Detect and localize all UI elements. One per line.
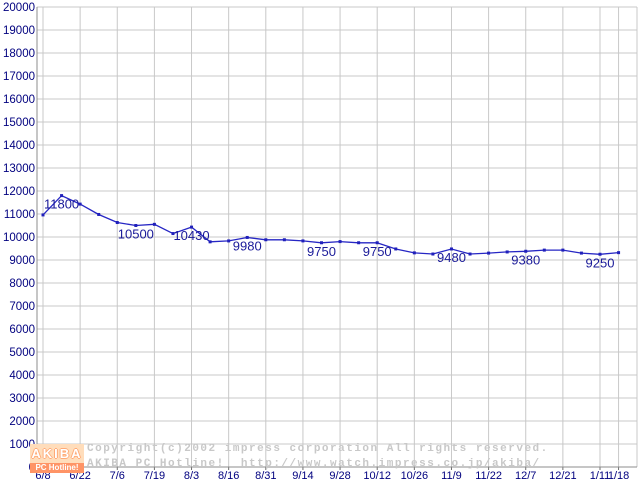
x-axis-tick-label: 6/22 [69, 470, 90, 480]
x-axis-tick-label: 9/28 [329, 470, 350, 480]
y-axis-tick-label: 18000 [3, 48, 35, 60]
data-point-marker [301, 239, 305, 243]
x-axis-tick-label: 7/6 [110, 470, 125, 480]
y-axis-tick-label: 4000 [9, 370, 35, 382]
data-point-marker [394, 247, 398, 251]
data-point-marker [171, 232, 175, 236]
y-axis-tick-label: 14000 [3, 140, 35, 152]
price-line [42, 194, 619, 255]
y-axis-tick-label: 15000 [3, 117, 35, 129]
y-axis-tick-label: 3000 [9, 393, 35, 405]
data-point-marker [60, 194, 64, 198]
data-point-marker [561, 248, 565, 252]
x-axis-tick-label: 9/14 [292, 470, 313, 480]
data-point-marker [115, 221, 119, 225]
data-point-marker [134, 224, 138, 227]
data-point-marker [282, 238, 286, 242]
akiba-pc-hotline-logo: AKIBA PC Hotline! [30, 444, 84, 473]
x-axis-tick-label: 12/21 [549, 470, 577, 480]
y-axis-tick-label: 19000 [3, 25, 35, 37]
data-point-value-label: 9750 [363, 244, 392, 259]
y-axis-tick-label: 13000 [3, 163, 35, 175]
x-axis-tick-label: 1/11 [590, 470, 611, 480]
y-axis-tick-label: 5000 [9, 347, 35, 359]
y-axis-tick-label: 1000 [9, 439, 35, 451]
y-axis-tick-label: 6000 [9, 324, 35, 336]
x-axis-tick-label: 6/8 [35, 470, 50, 480]
data-point-marker [598, 252, 602, 256]
x-axis-tick-label: 11/9 [441, 470, 462, 480]
x-axis-tick-label: 12/7 [515, 470, 536, 480]
y-axis-tick-label: 12000 [3, 186, 35, 198]
x-axis-tick-label: 10/26 [401, 470, 429, 480]
x-axis-tick-label: 7/19 [144, 470, 165, 480]
data-point-marker [431, 252, 435, 256]
y-axis-tick-label: 17000 [3, 71, 35, 83]
data-point-marker [208, 240, 212, 244]
y-axis-tick-label: 10000 [3, 232, 35, 244]
data-point-marker [357, 241, 361, 245]
data-point-marker [468, 252, 472, 256]
data-point-marker [542, 248, 546, 252]
data-point-marker [505, 250, 509, 254]
y-axis-tick-label: 8000 [9, 278, 35, 290]
data-point-marker [449, 247, 453, 251]
y-axis-tick-label: 7000 [9, 301, 35, 313]
site-url-watermark: AKIBA PC Hotline! http://www.watch.impre… [87, 458, 541, 470]
data-point-value-label: 10500 [118, 227, 154, 242]
y-axis-tick-label: 2000 [9, 416, 35, 428]
data-point-marker [338, 240, 342, 244]
data-point-marker [190, 225, 194, 229]
data-point-value-label: 11800 [44, 197, 79, 212]
x-axis-tick-label: 8/16 [218, 470, 239, 480]
data-point-marker [152, 222, 156, 226]
data-point-marker [320, 241, 324, 245]
x-axis-tick-label: 8/3 [184, 470, 199, 480]
data-point-marker [245, 235, 249, 239]
y-axis-tick-label: 9000 [9, 255, 35, 267]
data-point-value-label: 9480 [437, 250, 466, 265]
data-point-marker [97, 212, 101, 216]
data-point-marker [41, 213, 45, 217]
copyright-watermark: Copyright(c)2002 impress corporation All… [87, 443, 549, 455]
data-point-marker [524, 249, 528, 253]
logo-akiba-text: AKIBA [30, 444, 84, 463]
y-axis-tick-label: 16000 [3, 94, 35, 106]
y-axis-tick-label: 11000 [4, 209, 35, 221]
data-point-marker [264, 238, 268, 242]
data-point-value-label: 9750 [307, 244, 336, 259]
data-point-value-label: 9380 [511, 252, 540, 267]
data-point-marker [617, 251, 621, 255]
data-point-marker [375, 241, 379, 245]
data-point-marker [412, 251, 416, 255]
y-axis-tick-label: 20000 [3, 2, 35, 14]
data-point-marker [227, 239, 231, 243]
data-point-value-label: 9250 [586, 255, 615, 270]
data-point-value-label: 9980 [233, 238, 262, 253]
x-axis-tick-label: 11/22 [475, 470, 502, 480]
logo-pc-hotline-text: PC Hotline! [30, 463, 84, 473]
x-axis-tick-label: 10/12 [363, 470, 391, 480]
data-point-value-label: 10430 [173, 228, 209, 243]
x-axis-tick-label: 8/31 [255, 470, 276, 480]
data-point-marker [487, 251, 491, 255]
data-point-marker [78, 202, 82, 206]
data-point-marker [579, 251, 583, 255]
x-axis-tick-label: 1/18 [608, 470, 629, 480]
